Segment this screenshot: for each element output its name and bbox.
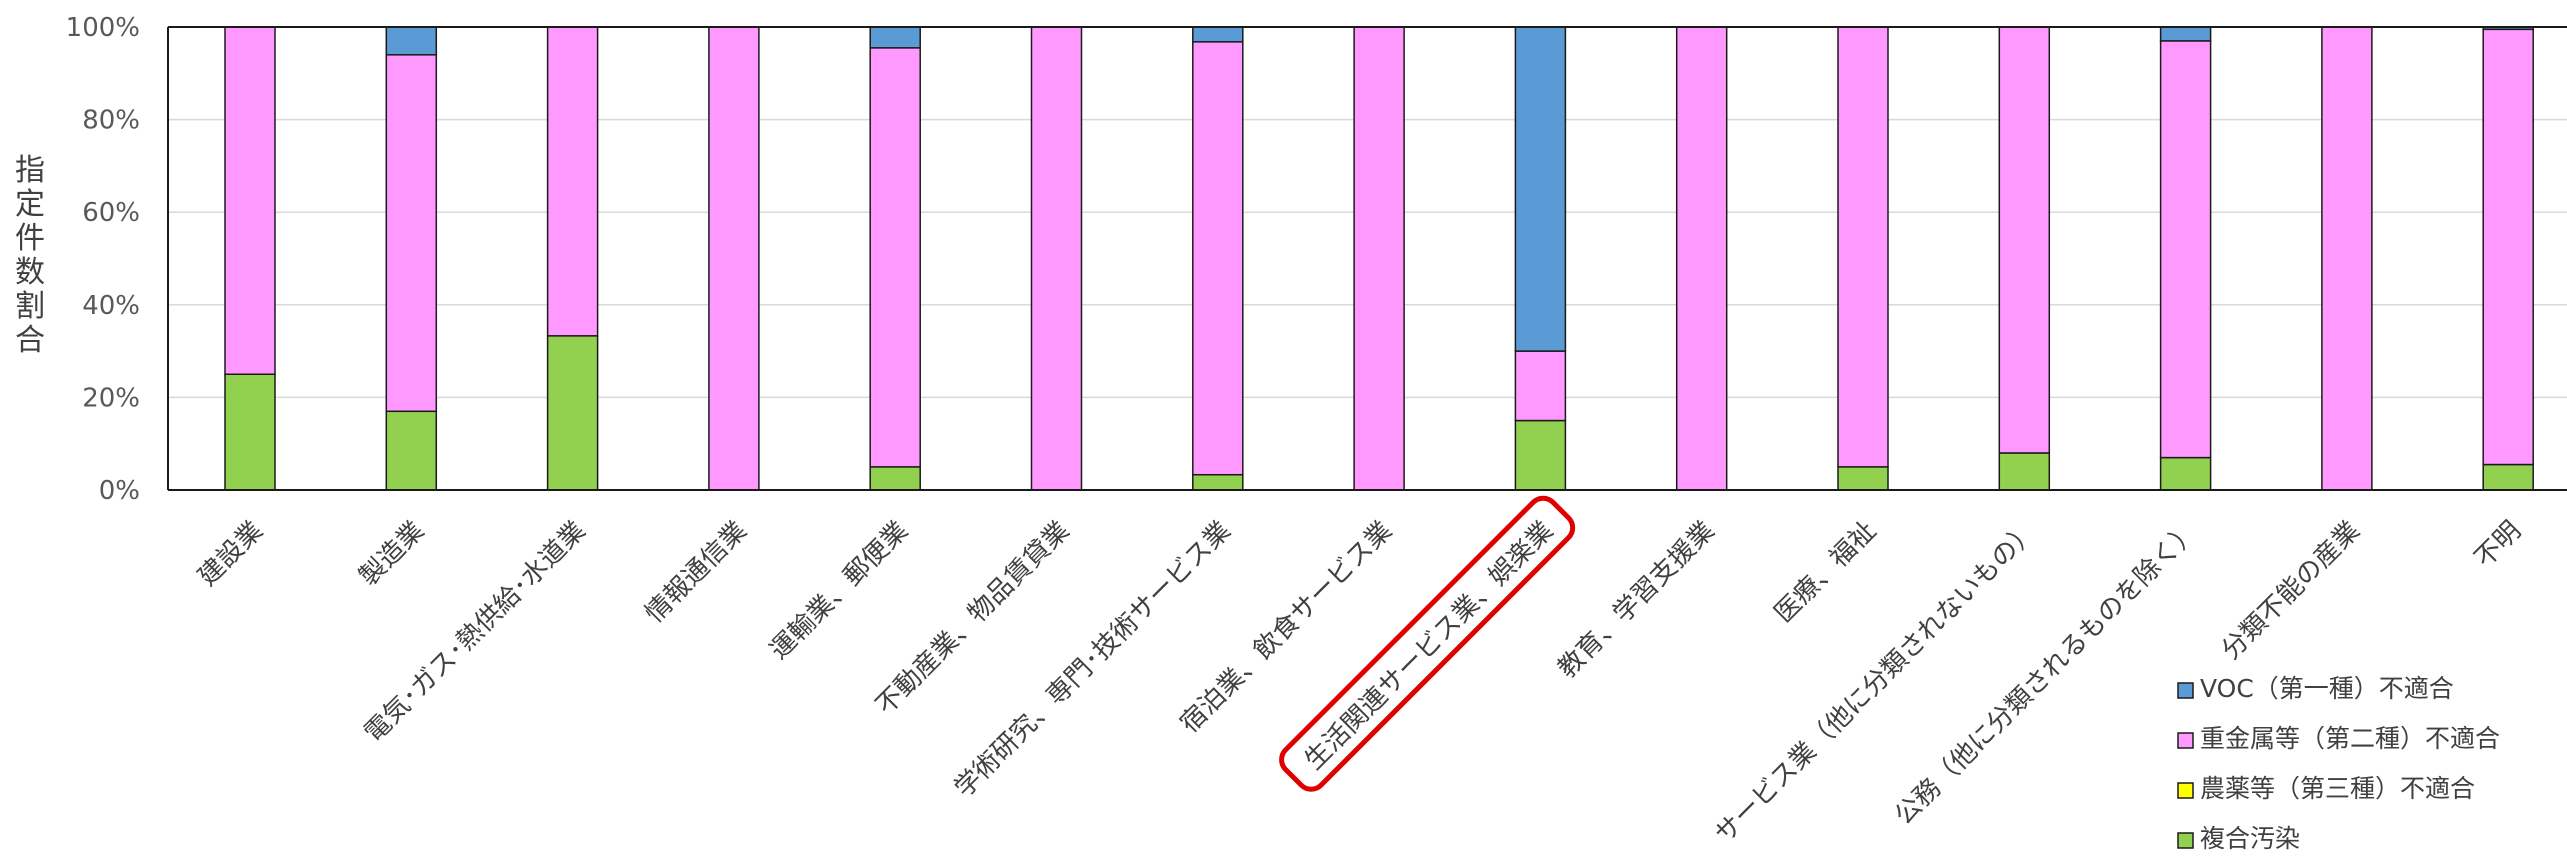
bar-segment bbox=[1998, 26, 2051, 454]
bar-segment bbox=[1192, 41, 1244, 476]
highlight-layer bbox=[1279, 495, 1576, 792]
bar-segment bbox=[869, 26, 921, 49]
highlight-box bbox=[1279, 495, 1576, 792]
bar-segment bbox=[1192, 473, 1244, 491]
y-axis-label: 指定件数割合 bbox=[15, 153, 45, 358]
bar-segment bbox=[385, 26, 438, 56]
bar-segment bbox=[2482, 463, 2534, 491]
category-label: 製造業 bbox=[354, 516, 430, 592]
category-label: 学術研究、専門･技術サービス業 bbox=[949, 516, 1237, 804]
bar-segment bbox=[224, 373, 276, 491]
bar-segment bbox=[1030, 26, 1083, 491]
bars bbox=[224, 26, 2534, 491]
y-tick-label: 100% bbox=[66, 13, 140, 43]
category-label: 建設業 bbox=[193, 516, 269, 592]
category-label: 情報通信業 bbox=[640, 516, 753, 629]
legend-swatch bbox=[2177, 732, 2194, 749]
bar-segment bbox=[385, 54, 438, 413]
bar-segment bbox=[1998, 452, 2051, 491]
category-label: 医療、福祉 bbox=[1769, 516, 1882, 629]
bar-segment bbox=[1514, 419, 1567, 491]
axes bbox=[167, 26, 2567, 491]
y-tick-labels: 0% 20% 40% 60% 80% 100% bbox=[66, 13, 140, 506]
bar-segment bbox=[708, 26, 760, 491]
bar-segment bbox=[1192, 26, 1244, 43]
y-tick-label: 40% bbox=[82, 291, 140, 321]
y-tick-label: 0% bbox=[99, 476, 140, 506]
y-tick-label: 20% bbox=[82, 383, 140, 413]
bar-segment bbox=[869, 466, 921, 491]
bar-segment bbox=[224, 26, 276, 375]
y-tick-label: 80% bbox=[82, 106, 140, 136]
bar-segment bbox=[1353, 26, 1405, 491]
category-label: 公務（他に分類されるものを除く） bbox=[1889, 516, 2204, 831]
legend-label: 農薬等（第三種）不適合 bbox=[2200, 774, 2475, 803]
bar-segment bbox=[869, 47, 921, 468]
legend-label: VOC（第一種）不適合 bbox=[2200, 674, 2454, 703]
bar-segment bbox=[1514, 350, 1567, 422]
bar-segment bbox=[546, 335, 599, 491]
bar-segment bbox=[2321, 26, 2373, 491]
legend-label: 複合汚染 bbox=[2200, 824, 2300, 853]
bar-segment bbox=[1514, 26, 1567, 352]
bar-segment bbox=[2159, 40, 2212, 459]
category-label: サービス業（他に分類されないもの） bbox=[1709, 516, 2043, 850]
bar-segment bbox=[546, 26, 599, 337]
legend-swatch bbox=[2177, 782, 2194, 799]
bar-segment bbox=[2482, 28, 2534, 466]
bar-segment bbox=[2159, 456, 2212, 491]
y-tick-label: 60% bbox=[82, 198, 140, 228]
legend-label: 重金属等（第二種）不適合 bbox=[2200, 724, 2500, 753]
bar-segment bbox=[1675, 26, 1728, 491]
bar-segment bbox=[2159, 26, 2212, 42]
bar-segment bbox=[1837, 466, 1889, 491]
category-label: 不明 bbox=[2469, 516, 2527, 574]
bar-segment bbox=[1837, 26, 1889, 468]
legend-swatch bbox=[2177, 832, 2194, 849]
bar-segment bbox=[385, 410, 438, 491]
category-label: 分類不能の産業 bbox=[2216, 516, 2366, 666]
category-label: 教育、学習支援業 bbox=[1552, 516, 1720, 684]
legend-swatch bbox=[2177, 682, 2194, 699]
category-label: 運輸業、郵便業 bbox=[764, 516, 914, 666]
